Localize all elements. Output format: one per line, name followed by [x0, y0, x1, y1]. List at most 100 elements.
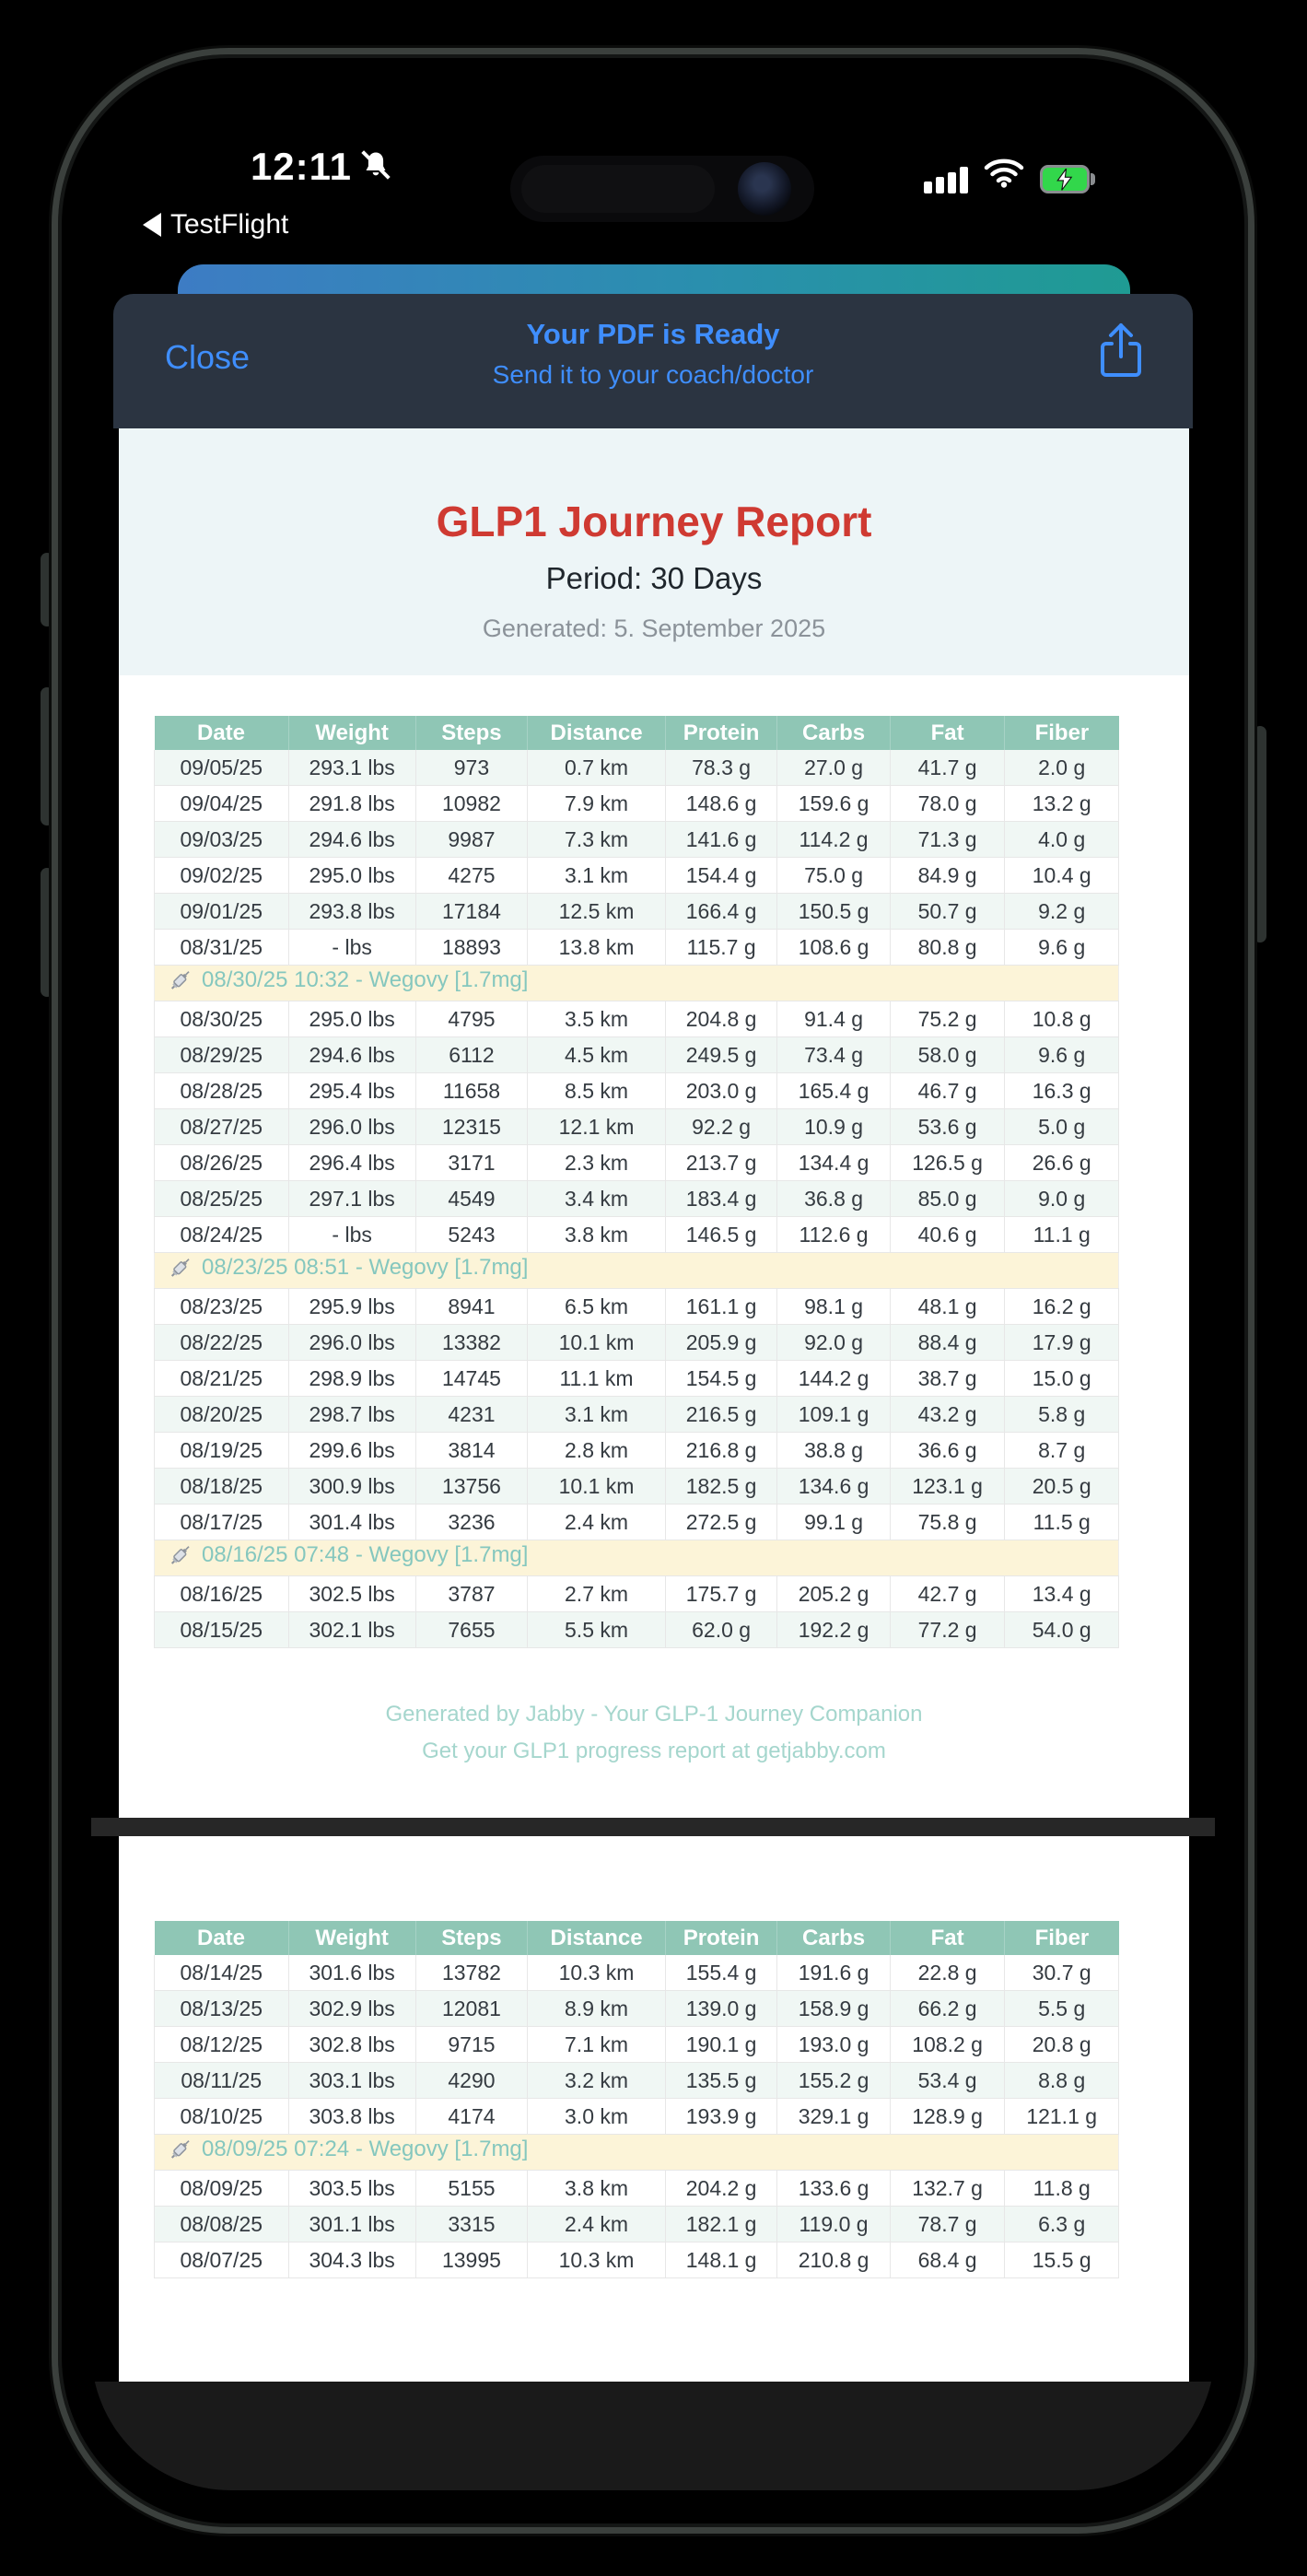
table-cell: 41.7 g	[889, 750, 1006, 786]
injection-label: 08/30/25 10:32 - Wegovy [1.7mg]	[202, 967, 529, 992]
table-cell: 08/24/25	[154, 1216, 289, 1253]
table-cell: 75.8 g	[889, 1504, 1006, 1540]
table-cell: 08/11/25	[154, 2062, 289, 2099]
table-cell: 12.1 km	[527, 1108, 666, 1145]
table-cell: 75.0 g	[776, 857, 891, 894]
table-row: 08/17/25 301.4 lbs 3236 2.4 km 272.5 g 99.1 g…	[154, 1504, 1119, 1540]
table-cell: 112.6 g	[776, 1216, 891, 1253]
table-cell: 48.1 g	[889, 1288, 1006, 1325]
table-cell: 10982	[414, 785, 529, 822]
table-cell: 3.1 km	[527, 1396, 666, 1433]
table-cell: 3.4 km	[527, 1180, 666, 1217]
table-cell: 154.4 g	[664, 857, 778, 894]
table-cell: 18893	[414, 929, 529, 966]
table-cell: 91.4 g	[776, 1001, 891, 1037]
table-cell: 3171	[414, 1144, 529, 1181]
injection-row: 08/30/25 10:32 - Wegovy [1.7mg]	[154, 965, 1119, 1001]
table-cell: 12315	[414, 1108, 529, 1145]
volume-up-button[interactable]	[41, 687, 53, 825]
table-cell: 7.1 km	[527, 2026, 666, 2063]
footer-line-2: Get your GLP1 progress report at getjabb…	[422, 1739, 886, 1763]
table-cell: 296.4 lbs	[287, 1144, 416, 1181]
table-cell: 08/16/25	[154, 1575, 289, 1612]
volume-down-button[interactable]	[41, 868, 53, 997]
table-cell: 298.7 lbs	[287, 1396, 416, 1433]
table-cell: 6.3 g	[1004, 2206, 1119, 2242]
table-cell: 10.4 g	[1004, 857, 1119, 894]
table-cell: 98.1 g	[776, 1288, 891, 1325]
table-cell: 133.6 g	[776, 2170, 891, 2207]
table-cell: 2.7 km	[527, 1575, 666, 1612]
table-cell: 203.0 g	[664, 1072, 778, 1109]
share-icon[interactable]	[1097, 322, 1145, 381]
table-cell: 78.0 g	[889, 785, 1006, 822]
table-cell: 205.9 g	[664, 1324, 778, 1361]
table-cell: 17.9 g	[1004, 1324, 1119, 1361]
table-cell: 249.5 g	[664, 1036, 778, 1073]
table-row: 08/24/25- lbs 5243 3.8 km 146.5 g 112.6 g 40.…	[154, 1216, 1119, 1253]
table-cell: 8.9 km	[527, 1990, 666, 2027]
report-generated-date: Generated: 5. September 2025	[482, 615, 826, 642]
table-cell: 43.2 g	[889, 1396, 1006, 1433]
table-cell: 08/17/25	[154, 1504, 289, 1540]
table-cell: 17184	[414, 893, 529, 930]
table-cell: 08/31/25	[154, 929, 289, 966]
column-header: Weight	[288, 1921, 416, 1955]
table-cell: 11.1 g	[1004, 1216, 1119, 1253]
status-bar-right	[924, 158, 1097, 193]
table-cell: 148.6 g	[664, 785, 778, 822]
table-cell: 85.0 g	[889, 1180, 1006, 1217]
table-row: 08/11/25 303.1 lbs 4290 3.2 km 135.5 g 155.2 …	[154, 2062, 1119, 2099]
table-cell: 8.7 g	[1004, 1432, 1119, 1469]
table-cell: 300.9 lbs	[287, 1468, 416, 1505]
pdf-preview-area[interactable]: GLP1 Journey Report Period: 30 Days Gene…	[91, 428, 1215, 2490]
table-row: 08/23/25 295.9 lbs 8941 6.5 km 161.1 g 98.1 g…	[154, 1288, 1119, 1325]
table-cell: 3.2 km	[527, 2062, 666, 2099]
table-cell: 38.8 g	[776, 1432, 891, 1469]
table-cell: 294.6 lbs	[287, 1036, 416, 1073]
column-header: Fiber	[1004, 716, 1119, 750]
table-cell: 295.9 lbs	[287, 1288, 416, 1325]
table-cell: 175.7 g	[664, 1575, 778, 1612]
table-cell: 09/01/25	[154, 893, 289, 930]
table-cell: 299.6 lbs	[287, 1432, 416, 1469]
table-cell: 46.7 g	[889, 1072, 1006, 1109]
table-cell: 10.9 g	[776, 1108, 891, 1145]
table-row: 09/04/25 291.8 lbs 10982 7.9 km 148.6 g 159.6…	[154, 785, 1119, 822]
close-button[interactable]: Close	[165, 338, 251, 376]
column-header: Weight	[288, 716, 416, 750]
table-cell: 09/02/25	[154, 857, 289, 894]
table-cell: 5243	[414, 1216, 529, 1253]
table-cell: 108.6 g	[776, 929, 891, 966]
table-cell: 66.2 g	[889, 1990, 1006, 2027]
power-button[interactable]	[1254, 726, 1266, 943]
table-cell: 4231	[414, 1396, 529, 1433]
back-to-testflight[interactable]: TestFlight	[143, 209, 288, 240]
table-cell: 53.4 g	[889, 2062, 1006, 2099]
table-cell: 205.2 g	[776, 1575, 891, 1612]
table-row: 08/13/25 302.9 lbs 12081 8.9 km 139.0 g 158.9…	[154, 1990, 1119, 2027]
table-cell: 6112	[414, 1036, 529, 1073]
table-cell: 08/13/25	[154, 1990, 289, 2027]
table-row: 08/07/25 304.3 lbs 13995 10.3 km 148.1 g 210.…	[154, 2242, 1119, 2278]
table-cell: 08/10/25	[154, 2098, 289, 2135]
table-cell: 13.4 g	[1004, 1575, 1119, 1612]
table-cell: 295.0 lbs	[287, 857, 416, 894]
table-cell: 0.7 km	[527, 750, 666, 786]
column-header: Distance	[527, 716, 666, 750]
back-triangle-icon	[143, 213, 161, 237]
table-cell: 108.2 g	[889, 2026, 1006, 2063]
action-button[interactable]	[41, 553, 53, 626]
table-cell: 3.5 km	[527, 1001, 666, 1037]
table-cell: 08/22/25	[154, 1324, 289, 1361]
table-cell: 139.0 g	[664, 1990, 778, 2027]
table-cell: 128.9 g	[889, 2098, 1006, 2135]
table-row: 08/18/25 300.9 lbs 13756 10.1 km 182.5 g 134.…	[154, 1468, 1119, 1505]
table-cell: 272.5 g	[664, 1504, 778, 1540]
table-row: 08/12/25 302.8 lbs 9715 7.1 km 190.1 g 193.0 …	[154, 2026, 1119, 2063]
table-cell: 62.0 g	[664, 1611, 778, 1648]
table-row: 08/10/25 303.8 lbs 4174 3.0 km 193.9 g 329.1 …	[154, 2098, 1119, 2135]
table-cell: 80.8 g	[889, 929, 1006, 966]
table-cell: 71.3 g	[889, 821, 1006, 858]
